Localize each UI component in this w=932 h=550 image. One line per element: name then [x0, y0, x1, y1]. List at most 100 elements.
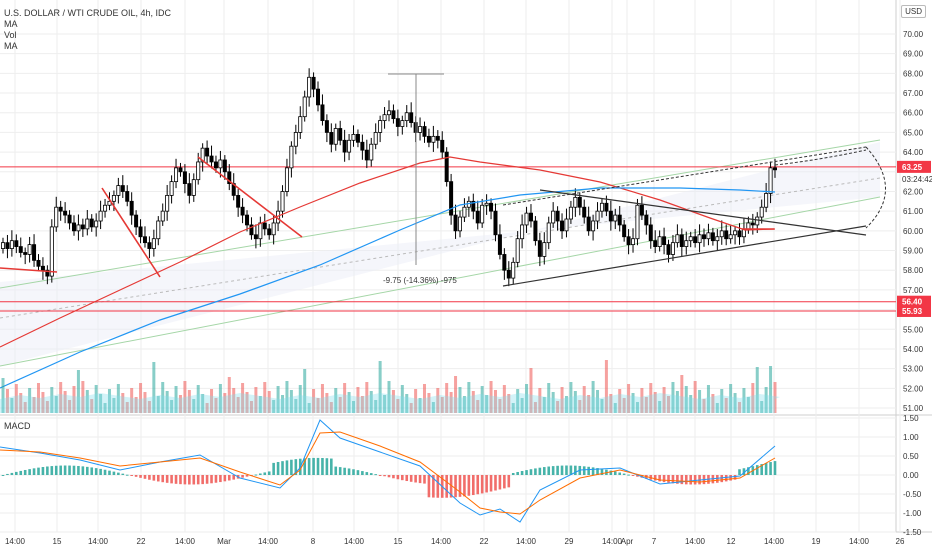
candle-body	[555, 210, 560, 222]
candle	[120, 175, 125, 198]
macd-histogram-bar	[498, 475, 502, 490]
candle-body	[40, 265, 45, 271]
macd-histogram-bar	[609, 470, 613, 475]
candle	[573, 188, 578, 217]
candle	[733, 225, 738, 245]
candle-body	[23, 252, 28, 255]
candle	[147, 236, 152, 259]
candle-body	[213, 161, 218, 169]
candle	[591, 214, 596, 241]
macd-histogram-bar	[196, 475, 200, 485]
candle	[418, 117, 423, 141]
x-tick-label: 14:00	[849, 537, 870, 546]
candle-body	[63, 210, 68, 216]
macd-histogram-bar	[6, 473, 9, 475]
x-tick-label: Mar	[217, 537, 231, 546]
candle	[542, 232, 547, 265]
volume-bar	[374, 400, 378, 413]
macd-histogram-bar	[281, 461, 284, 475]
candle	[364, 139, 369, 169]
candle-body	[80, 224, 85, 230]
candle	[693, 229, 698, 248]
triangle-support-line	[502, 225, 867, 287]
volume-bar	[618, 389, 622, 413]
candle	[453, 204, 458, 239]
candle	[457, 210, 462, 238]
y-tick-label: 57.00	[903, 286, 924, 295]
macd-histogram-bar	[28, 469, 31, 475]
macd-tick-label: 0.50	[903, 452, 919, 461]
candle-body	[373, 132, 378, 145]
candle-body	[431, 135, 436, 143]
volume-bar	[573, 391, 577, 413]
macd-histogram-bar	[534, 468, 537, 475]
candle-body	[200, 147, 205, 163]
macd-line	[0, 419, 776, 523]
macd-histogram-bar	[547, 466, 551, 475]
price-badge-box	[897, 304, 931, 317]
legend-vol[interactable]: Vol	[4, 30, 17, 40]
candle-body	[258, 222, 263, 240]
price-badge-box	[897, 295, 931, 308]
candle-body	[733, 230, 738, 236]
candle	[369, 137, 374, 167]
volume-bar	[343, 383, 347, 413]
candle-body	[546, 222, 551, 244]
candle-body	[138, 226, 143, 238]
x-tick-label: 14:00	[5, 537, 26, 546]
candle-body	[378, 120, 383, 133]
candle	[240, 198, 245, 224]
candle-body	[284, 167, 289, 192]
currency-badge[interactable]: USD	[901, 5, 926, 18]
signal-line	[0, 431, 776, 515]
macd-histogram-bar	[689, 475, 693, 485]
candle-body	[462, 206, 467, 218]
legend-ma-2[interactable]: MA	[4, 41, 18, 51]
candle	[440, 131, 445, 159]
candle	[311, 72, 316, 98]
volume-bar	[738, 402, 742, 413]
volume-bar	[205, 403, 209, 413]
candle-body	[169, 181, 174, 196]
candle	[267, 223, 272, 240]
candle	[431, 125, 436, 152]
volume-bar	[170, 400, 174, 413]
candle	[76, 214, 81, 241]
candle	[684, 231, 689, 255]
candle-body	[493, 210, 498, 236]
candle-body	[622, 224, 627, 238]
volume-bar	[263, 382, 267, 413]
volume-bar	[201, 394, 205, 413]
volume-bar	[662, 387, 666, 413]
volume-bar	[715, 403, 719, 413]
candle	[560, 213, 565, 239]
candle	[524, 206, 529, 234]
candle-body	[533, 220, 538, 242]
candle-body	[302, 96, 307, 118]
volume-bar	[498, 399, 502, 413]
candle-body	[222, 159, 227, 173]
volume-bar	[760, 401, 764, 413]
volume-bar	[627, 384, 631, 413]
volume-bar	[556, 401, 560, 413]
volume-bar	[742, 388, 746, 413]
volume-bar	[733, 393, 737, 413]
volume-bar	[36, 383, 40, 413]
volume-bar	[112, 398, 116, 413]
volume-bar	[596, 390, 600, 413]
candle-body	[759, 206, 764, 218]
macd-histogram-bar	[245, 475, 249, 477]
volume-bar	[675, 391, 679, 413]
candle-body	[18, 246, 23, 253]
legend-ma-1[interactable]: MA	[4, 19, 18, 29]
candle-body	[542, 242, 547, 257]
candle-body	[768, 167, 773, 194]
candle	[298, 106, 303, 139]
candle	[45, 265, 50, 285]
macd-histogram-bar	[507, 475, 511, 488]
candle-body	[338, 128, 343, 141]
candle	[36, 254, 41, 272]
volume-bar	[689, 395, 693, 413]
volume-bar	[480, 386, 484, 413]
